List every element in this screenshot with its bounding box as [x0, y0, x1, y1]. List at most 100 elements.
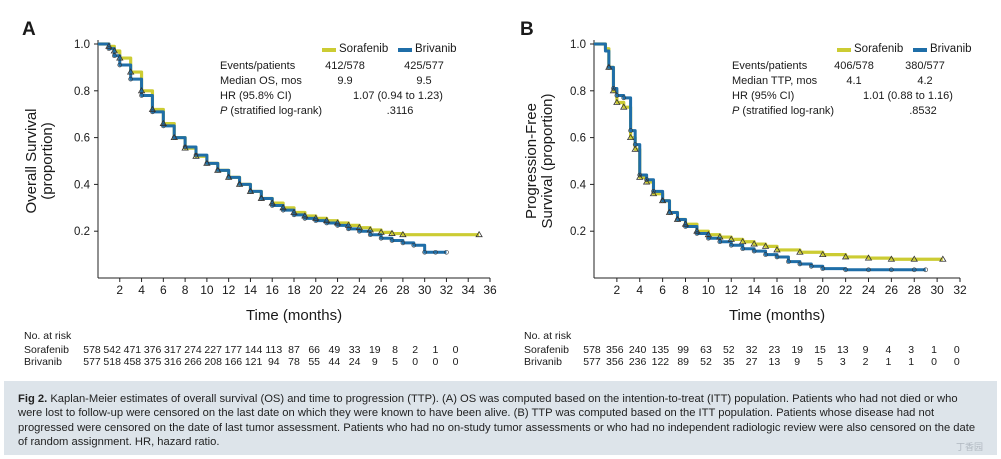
at-risk-count: 78	[288, 356, 300, 368]
at-risk-count: 3	[908, 344, 914, 356]
at-risk-count: 2	[412, 344, 418, 356]
at-risk-count: 177	[225, 344, 243, 356]
x-tick-label: 18	[287, 283, 301, 297]
x-tick-label: 20	[816, 283, 830, 297]
panel-a-x-axis-title: Time (months)	[246, 307, 342, 324]
censor-mark	[773, 246, 781, 253]
at-risk-count: 376	[144, 344, 162, 356]
censor-mark	[279, 204, 287, 211]
censor-mark	[939, 255, 947, 262]
x-tick-label: 8	[682, 283, 689, 297]
censor-mark	[444, 249, 449, 255]
stats-median-sorafenib: 9.9	[337, 75, 352, 87]
x-tick-label: 32	[440, 283, 454, 297]
at-risk-count: 33	[349, 344, 361, 356]
at-risk-count: 13	[837, 344, 849, 356]
stats-events-sorafenib: 412/578	[325, 60, 365, 72]
at-risk-count: 577	[583, 356, 601, 368]
x-tick-label: 16	[266, 283, 280, 297]
panel-b-brivanib-curve	[594, 42, 926, 272]
at-risk-count: 166	[225, 356, 243, 368]
censor-mark	[809, 263, 814, 269]
x-tick-label: 8	[182, 283, 189, 297]
at-risk-count: 94	[268, 356, 280, 368]
censor-mark	[613, 98, 621, 105]
at-risk-count: 52	[723, 344, 735, 356]
censor-mark	[864, 254, 873, 261]
legend-brivanib-label: Brivanib	[930, 43, 972, 55]
censor-mark	[738, 237, 747, 245]
at-risk-count: 9	[372, 356, 378, 368]
censor-mark	[786, 259, 791, 264]
at-risk-count: 0	[954, 344, 960, 356]
censor-mark	[717, 239, 723, 245]
censor-mark	[116, 54, 124, 61]
censor-mark	[259, 196, 264, 201]
panel-a-y-axis-title-line2: (proportion)	[39, 122, 56, 200]
censor-mark	[751, 248, 757, 254]
at-risk-count: 236	[629, 356, 647, 368]
x-tick-label: 28	[396, 283, 410, 297]
censor-mark	[750, 240, 758, 247]
censor-mark	[693, 227, 701, 234]
censor-mark	[841, 253, 850, 260]
at-risk-count: 66	[308, 344, 320, 356]
censor-mark	[796, 248, 804, 255]
censor-mark	[704, 230, 713, 238]
censor-mark	[609, 87, 618, 94]
x-tick-label: 2	[116, 283, 123, 297]
censor-mark	[324, 220, 329, 226]
censor-mark	[269, 203, 275, 208]
at-risk-count: 0	[453, 356, 459, 368]
censor-mark	[378, 235, 384, 241]
at-risk-count: 578	[583, 344, 601, 356]
x-tick-label: 12	[725, 283, 739, 297]
x-tick-label: 34	[462, 283, 476, 297]
censor-mark	[683, 224, 688, 229]
censor-mark	[411, 242, 417, 248]
censor-mark	[268, 199, 276, 206]
at-risk-count: 1	[931, 344, 937, 356]
at-risk-count: 4	[885, 344, 891, 356]
at-risk-count: 266	[184, 356, 202, 368]
censor-mark	[117, 62, 123, 68]
stats-events-brivanib: 380/577	[905, 60, 945, 72]
at-risk-count: 0	[954, 356, 960, 368]
stats-row-label: Events/patients	[732, 60, 808, 72]
x-tick-label: 18	[793, 283, 807, 297]
panel-a-chart: A 0.20.40.60.81.02 4 6 8 10 12 14 16 18 20 22 24 26 2…	[22, 19, 497, 368]
censor-mark	[637, 172, 643, 178]
censor-mark	[367, 232, 373, 238]
censor-mark	[911, 267, 917, 273]
x-tick-label: 24	[862, 283, 876, 297]
panel-b-letter: B	[520, 19, 534, 40]
censor-mark	[606, 65, 612, 70]
censor-mark	[128, 76, 133, 82]
censor-mark	[105, 42, 113, 49]
stats-p-value: .8532	[909, 105, 937, 117]
censor-mark	[763, 252, 768, 257]
at-risk-count: 113	[265, 344, 282, 356]
at-risk-count: 458	[124, 356, 142, 368]
y-tick-label: 0.8	[570, 86, 586, 98]
censor-mark	[866, 267, 871, 273]
censor-mark	[171, 135, 177, 140]
x-tick-label: 10	[702, 283, 716, 297]
at-risk-count: 577	[83, 356, 101, 368]
at-risk-count: 1	[432, 344, 438, 356]
figure-caption: Fig 2. Kaplan-Meier estimates of overall…	[4, 381, 997, 455]
stats-row-label: Median TTP, mos	[732, 75, 818, 87]
stats-p-value: .3116	[387, 105, 414, 117]
x-tick-label: 30	[418, 283, 432, 297]
censor-mark	[797, 261, 803, 267]
legend-sorafenib-label: Sorafenib	[854, 43, 903, 55]
at-risk-count: 8	[392, 344, 398, 356]
censor-mark	[112, 53, 117, 59]
censor-mark	[820, 266, 826, 271]
censor-mark	[215, 168, 221, 173]
at-risk-count: 135	[652, 344, 670, 356]
at-risk-count: 356	[606, 344, 624, 356]
stats-row-label: HR (95% CI)	[732, 90, 794, 102]
censor-mark	[366, 226, 374, 233]
at-risk-count: 518	[103, 356, 121, 368]
